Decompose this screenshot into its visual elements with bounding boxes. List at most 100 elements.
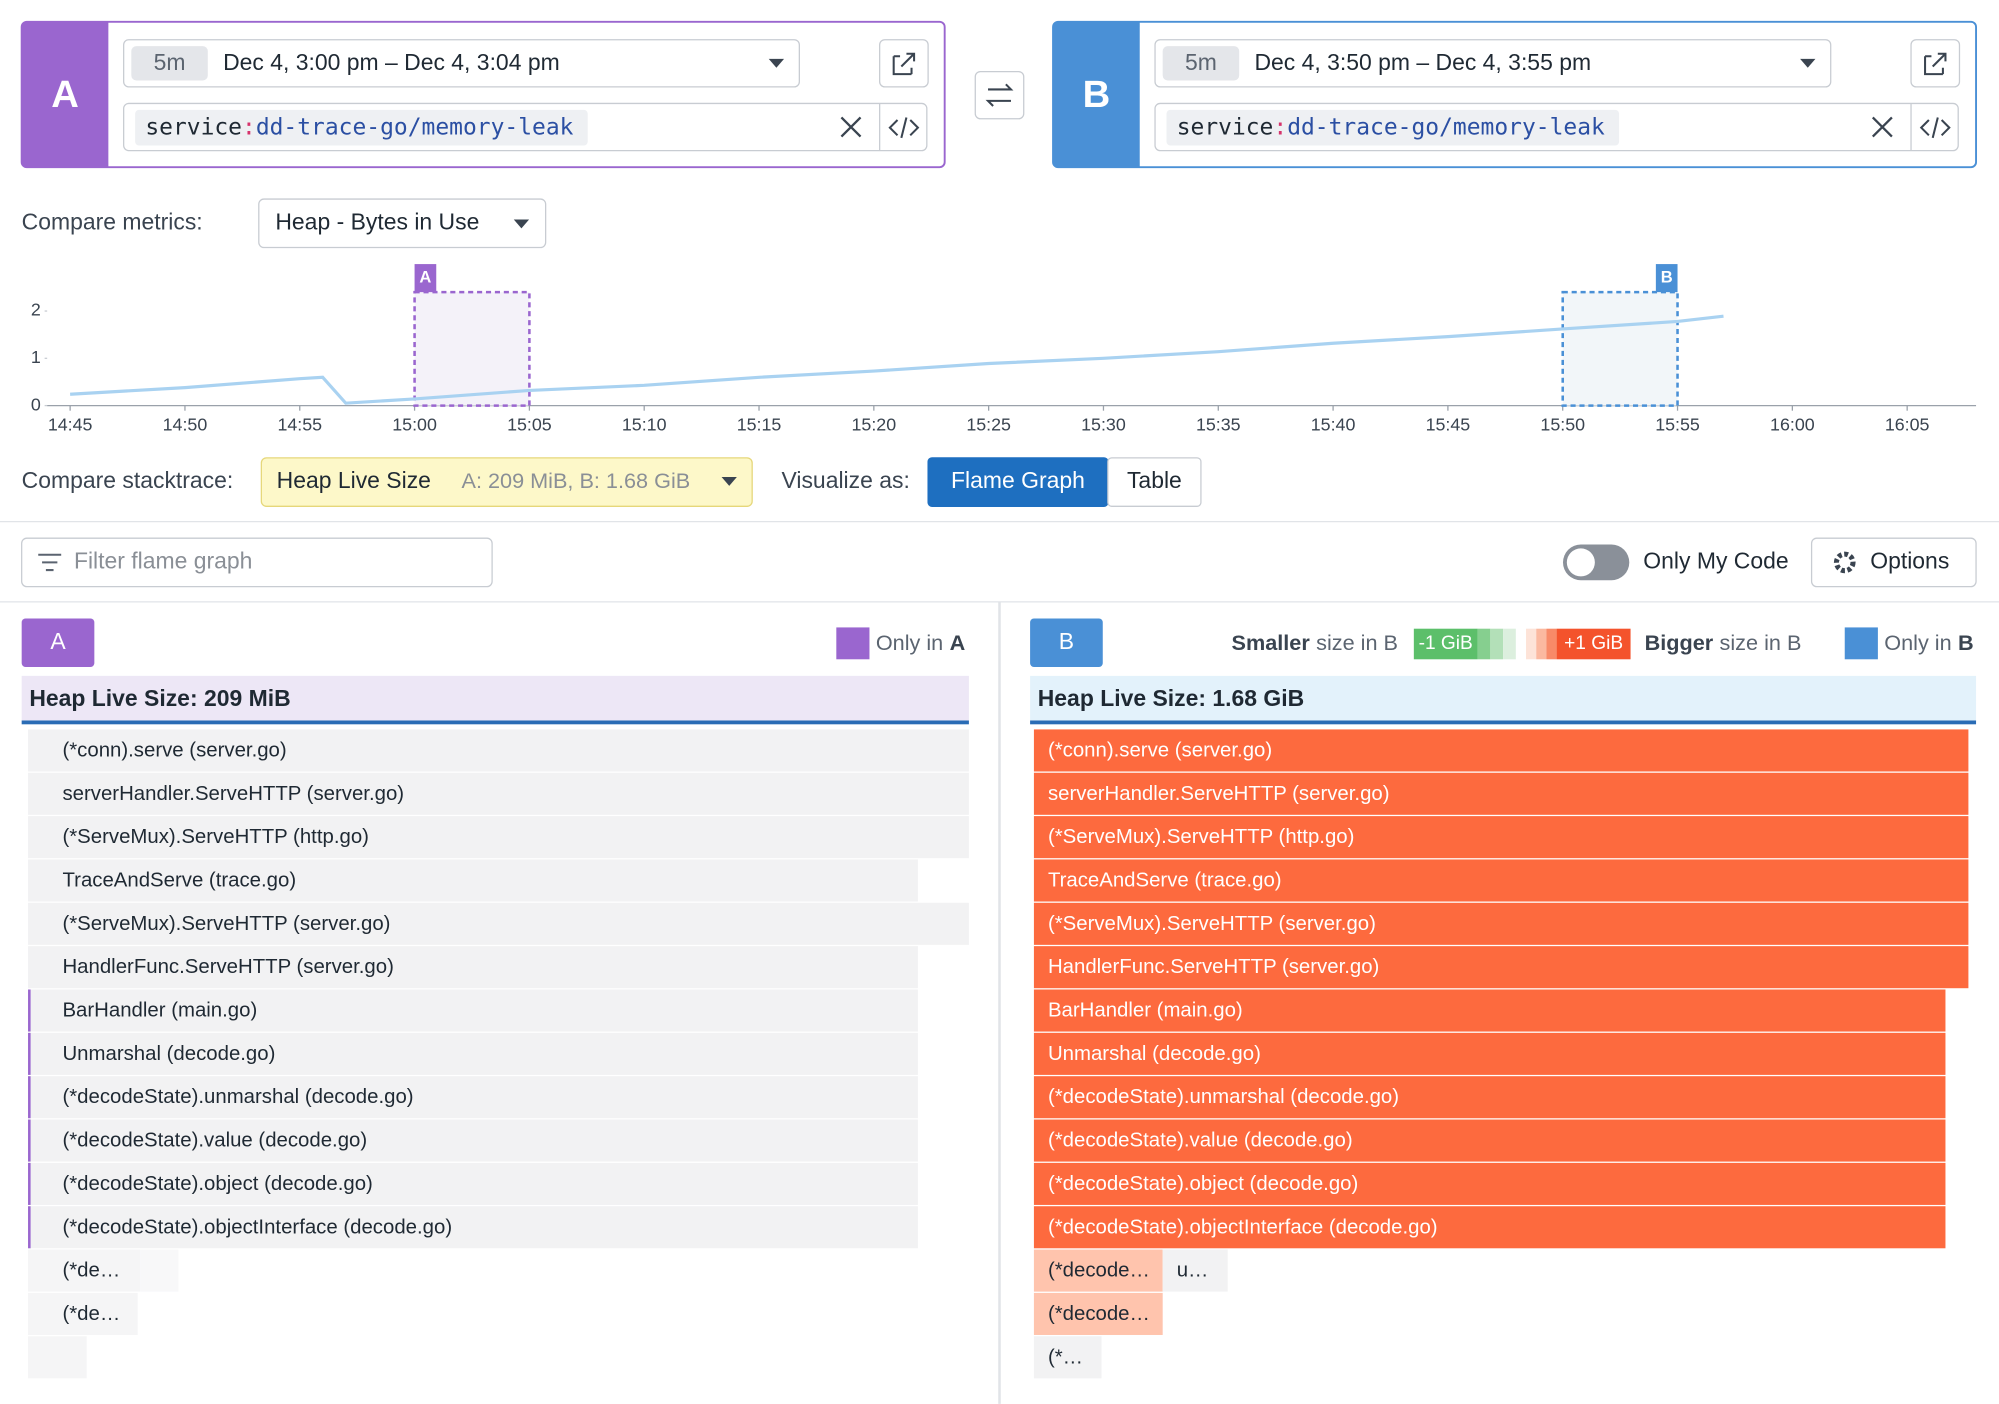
only-in-marker — [28, 1076, 31, 1118]
flame-label: (*ServeMux).ServeHTTP (server.go) — [62, 913, 390, 935]
flame-label: (*decodeState).objectInterface (decode.g… — [62, 1216, 452, 1238]
flame-label: (*decodeState).object (decode.go) — [1048, 1173, 1358, 1195]
x-tick-label: 15:55 — [1655, 415, 1700, 435]
flame-label: Unmarshal (decode.go) — [1048, 1043, 1261, 1065]
filter-placeholder: Filter flame graph — [74, 547, 252, 573]
y-tick-label: 0 — [31, 394, 41, 414]
x-tick-label: 15:15 — [737, 415, 782, 435]
stacktrace-detail: A: 209 MiB, B: 1.68 GiB — [462, 468, 691, 493]
legend-only-text: Only in — [1884, 630, 1951, 655]
options-label: Options — [1870, 547, 1949, 573]
flame-label: HandlerFunc.ServeHTTP (server.go) — [1048, 956, 1379, 978]
x-tick-label: 16:00 — [1770, 415, 1815, 435]
x-tick-label: 15:05 — [507, 415, 552, 435]
panel-letter: B — [1059, 628, 1074, 654]
only-in-marker — [28, 1163, 31, 1205]
flame-label: u… — [1177, 1260, 1209, 1282]
time-range: Dec 4, 3:00 pm – Dec 4, 3:04 pm — [223, 49, 560, 75]
flame-label: HandlerFunc.ServeHTTP (server.go) — [62, 956, 393, 978]
panel-header-text: Heap Live Size: 1.68 GiB — [1038, 685, 1304, 711]
legend-scale-text: Smallersize in B — [1232, 630, 1398, 655]
flame-label: (*… — [1048, 1346, 1083, 1368]
flame-label: (*decode… — [1048, 1303, 1150, 1325]
scale-orange — [1526, 629, 1536, 660]
header-underline — [22, 720, 969, 724]
flame-label: (*de… — [62, 1303, 120, 1325]
query-text: service:dd-trace-go/memory-leak — [1177, 114, 1605, 140]
x-tick-label: 16:05 — [1885, 415, 1930, 435]
toggle-knob — [1567, 548, 1595, 576]
stacktrace-selected: Heap Live Size — [277, 467, 431, 493]
query-letter: B — [1083, 73, 1111, 116]
x-tick-label: 15:25 — [966, 415, 1011, 435]
gear-hub — [1842, 559, 1848, 565]
visualize-label: Visualize as: — [781, 467, 909, 493]
scale-high: +1 GiB — [1564, 633, 1623, 654]
scale-orange — [1536, 629, 1546, 660]
flame-label: (*decodeState).object (decode.go) — [62, 1173, 372, 1195]
query-separator: : — [242, 114, 256, 140]
query-separator: : — [1273, 114, 1287, 140]
x-tick-label: 15:40 — [1311, 415, 1356, 435]
compare-metrics-label: Compare metrics: — [22, 208, 203, 234]
duration: 5m — [1185, 49, 1217, 75]
x-tick-label: 15:30 — [1081, 415, 1126, 435]
flame-frame — [28, 1336, 87, 1378]
flame-label: (*ServeMux).ServeHTTP (http.go) — [62, 826, 368, 848]
query-text: service:dd-trace-go/memory-leak — [145, 114, 573, 140]
only-in-marker — [28, 1033, 31, 1075]
selection-window — [415, 292, 530, 405]
x-tick-label: 15:00 — [392, 415, 437, 435]
x-tick-label: 15:35 — [1196, 415, 1241, 435]
time-range: Dec 4, 3:50 pm – Dec 4, 3:55 pm — [1254, 49, 1591, 75]
flame-label: Unmarshal (decode.go) — [62, 1043, 275, 1065]
swap-button[interactable] — [975, 72, 1023, 119]
flame-label: TraceAndServe (trace.go) — [1048, 870, 1282, 892]
flame-label: (*decodeState).unmarshal (decode.go) — [1048, 1086, 1399, 1108]
x-tick-label: 14:45 — [48, 415, 93, 435]
duration: 5m — [154, 49, 186, 75]
query-key: service — [145, 114, 242, 140]
query-letter: A — [51, 73, 79, 116]
flame-label: (*ServeMux).ServeHTTP (server.go) — [1048, 913, 1376, 935]
y-tick-label: 2 — [31, 300, 41, 320]
metric-selected: Heap - Bytes in Use — [275, 208, 479, 234]
panel-letter: A — [50, 628, 66, 654]
flame-label: BarHandler (main.go) — [62, 1000, 257, 1022]
flame-label: (*ServeMux).ServeHTTP (http.go) — [1048, 826, 1354, 848]
flame-label: TraceAndServe (trace.go) — [62, 870, 296, 892]
scale-orange — [1546, 629, 1556, 660]
legend-swatch — [1845, 627, 1878, 659]
query-key: service — [1177, 114, 1274, 140]
x-tick-label: 15:20 — [852, 415, 897, 435]
selection-window — [1563, 292, 1678, 405]
flame-label: (*decodeState).unmarshal (decode.go) — [62, 1086, 413, 1108]
flame-label: (*decodeState).objectInterface (decode.g… — [1048, 1216, 1438, 1238]
scale-green — [1490, 629, 1503, 660]
flame-label: (*conn).serve (server.go) — [62, 739, 286, 761]
only-my-code-label: Only My Code — [1643, 547, 1788, 573]
legend-rest: size in B — [1720, 630, 1802, 655]
legend-only-letter: B — [1958, 630, 1974, 655]
flame-label: (*decodeState).value (decode.go) — [1048, 1130, 1353, 1152]
visualize-option-label: Flame Graph — [951, 467, 1085, 493]
legend-scale-text: Biggersize in B — [1645, 630, 1802, 655]
flame-frame — [140, 1250, 178, 1292]
legend-bold: Bigger — [1645, 630, 1714, 655]
scale-low: -1 GiB — [1419, 633, 1473, 654]
selection-letter: A — [419, 267, 431, 286]
scale-green — [1478, 629, 1491, 660]
header-underline — [1030, 720, 1976, 724]
x-tick-label: 15:50 — [1540, 415, 1585, 435]
legend-swatch — [836, 627, 869, 659]
visualize-option-label: Table — [1127, 467, 1182, 493]
selection-letter: B — [1661, 267, 1673, 286]
panel-header-text: Heap Live Size: 209 MiB — [29, 685, 290, 711]
flame-label: (*decodeState).value (decode.go) — [62, 1130, 367, 1152]
x-tick-label: 15:10 — [622, 415, 667, 435]
x-tick-label: 15:45 — [1426, 415, 1471, 435]
flame-label: (*de… — [62, 1260, 120, 1282]
legend-only-text: Only in — [876, 630, 943, 655]
